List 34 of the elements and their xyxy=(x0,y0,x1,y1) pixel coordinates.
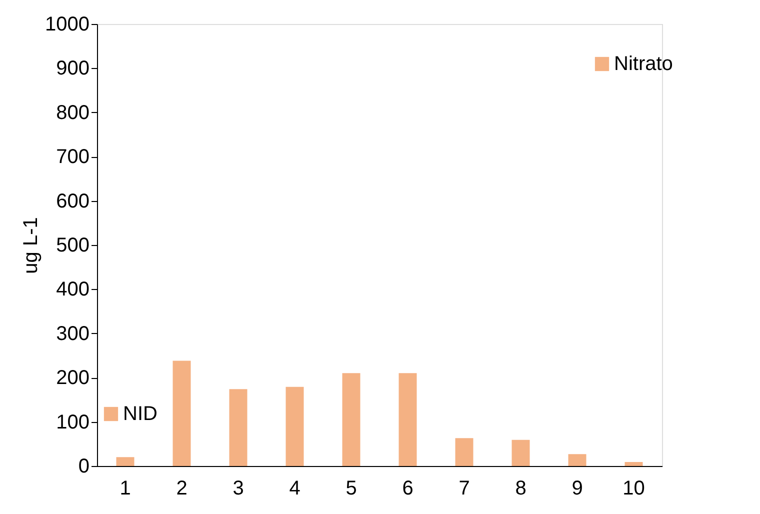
bar xyxy=(568,454,586,466)
legend-label: NID xyxy=(123,403,158,425)
y-tick-label: 500 xyxy=(56,234,90,256)
x-tick-label: 2 xyxy=(176,478,188,500)
y-tick-label: 800 xyxy=(56,102,90,124)
y-tick-label: 200 xyxy=(56,367,90,390)
x-tick-label: 4 xyxy=(289,478,300,500)
bar xyxy=(512,440,530,466)
bar xyxy=(286,386,304,466)
x-tick-label: 3 xyxy=(232,478,244,500)
y-tick-label: 0 xyxy=(78,456,90,478)
bar xyxy=(229,389,248,466)
bar xyxy=(624,462,643,466)
x-tick-label: 7 xyxy=(458,478,470,500)
y-tick-label: 100 xyxy=(56,411,90,434)
bar xyxy=(116,457,134,466)
y-tick-label: 1000 xyxy=(45,14,90,36)
legend-label: Nitrato xyxy=(614,53,673,75)
y-tick-label: 900 xyxy=(56,58,90,80)
x-tick-label: 1 xyxy=(120,478,131,500)
bar xyxy=(342,373,360,466)
y-axis-title: ug L-1 xyxy=(20,217,42,274)
x-tick-label: 5 xyxy=(346,478,357,500)
y-tick-label: 600 xyxy=(56,190,90,212)
y-tick-label: 700 xyxy=(56,146,90,168)
y-tick-label: 400 xyxy=(56,278,90,301)
x-tick-label: 9 xyxy=(572,478,583,500)
bar xyxy=(172,360,191,466)
x-tick-label: 10 xyxy=(622,478,645,500)
x-tick-label: 8 xyxy=(515,478,526,500)
bar xyxy=(398,373,417,466)
x-tick-label: 6 xyxy=(402,478,414,500)
bar xyxy=(455,438,474,466)
y-tick-label: 300 xyxy=(56,322,90,345)
